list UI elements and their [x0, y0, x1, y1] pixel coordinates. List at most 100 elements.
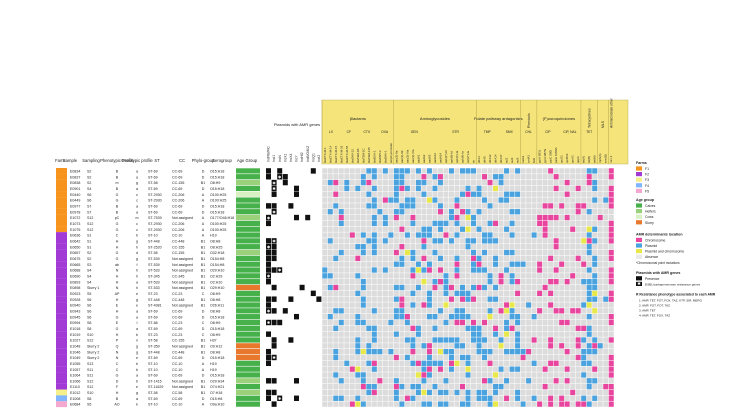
gene-cell [366, 174, 372, 180]
legend-farm-swatch [636, 172, 642, 177]
gene-cell [559, 348, 565, 355]
gene-cell [459, 354, 465, 361]
gene-cell [437, 378, 443, 384]
row-sero: O15:H18 [210, 187, 224, 191]
row-sampling: Slurry 2 [87, 356, 99, 360]
farm-cell [56, 168, 67, 174]
gene-cell [608, 325, 614, 331]
row-st: ST-533 [148, 269, 160, 273]
gene-cell [421, 314, 427, 320]
gene-cell [421, 209, 427, 215]
gene-cell [597, 279, 603, 285]
gene-cell [454, 191, 460, 197]
gene-cell [426, 197, 432, 203]
gene-cell [437, 343, 443, 349]
row-cc: CC-448 [172, 239, 184, 243]
gene-cell [371, 401, 377, 407]
gene-cell [437, 191, 443, 197]
legend-pheno-item: 2: AMP, FOT, FOT, TAZ [639, 303, 670, 307]
gene-cell [531, 284, 537, 291]
plasmid-presence-cell [266, 278, 271, 285]
gene-cell [526, 232, 532, 238]
gene-cell [526, 226, 532, 232]
gene-cell [526, 348, 532, 355]
gene-cell [421, 179, 427, 186]
gene-cell [542, 284, 548, 291]
gene-cell [520, 314, 526, 320]
gene-cell [344, 284, 350, 291]
farm-cell [56, 313, 67, 320]
gene-cell [608, 366, 614, 372]
gene-cell [471, 255, 477, 262]
gene-cell [586, 220, 592, 227]
gene-cell [382, 185, 388, 192]
gene-cell [597, 179, 603, 186]
gene-cell [531, 244, 537, 250]
gene-cell [515, 284, 521, 291]
gene-cell [371, 191, 377, 197]
gene-cell [349, 325, 355, 331]
gene-cell [575, 308, 581, 314]
gene-cell [493, 273, 499, 279]
gene-cell [360, 360, 366, 366]
row-phylo: B1 [201, 304, 205, 308]
gene-cell [377, 197, 383, 203]
gene-cell [471, 389, 477, 396]
gene-cell [432, 284, 438, 291]
row-phylo: A [202, 199, 205, 203]
gene-cell [526, 360, 532, 366]
gene-cell [603, 249, 609, 256]
row-phen: m [116, 181, 119, 185]
gene-cell [476, 214, 482, 221]
gene-cell [377, 302, 383, 308]
row-sero: O9:H12 [210, 344, 222, 348]
gene-cell [443, 378, 449, 384]
gene-cell [338, 220, 344, 227]
gene-cell [498, 249, 504, 256]
gene-cell [415, 331, 421, 337]
gene-cell [426, 354, 432, 361]
row-sampling: S5 [87, 292, 91, 296]
row-sampling: S7 [87, 210, 91, 214]
gene-cell [360, 343, 366, 349]
row-st: ST-10 [148, 403, 158, 407]
gene-cell [448, 337, 454, 343]
gene-cell [459, 179, 465, 186]
gene-cell [498, 179, 504, 186]
gene-cell [404, 191, 410, 197]
gene-cell [349, 267, 355, 273]
gene-cell [597, 401, 603, 407]
gene-cell [553, 395, 559, 401]
gene-cell [393, 366, 399, 372]
gene-cell [437, 244, 443, 250]
phenotypic-profile-header: Phenotypic Profile [100, 158, 134, 163]
row-sample: E1046 [70, 350, 80, 354]
gene-cell [542, 238, 548, 244]
gene-cell [399, 220, 405, 227]
gene-cell [487, 302, 493, 308]
gene-cell [327, 209, 333, 215]
gene-cell [553, 337, 559, 343]
row-phen: N [116, 356, 119, 360]
gene-cell [542, 174, 548, 180]
gene-cell [515, 325, 521, 331]
gene-cell [515, 255, 521, 262]
gene-cell [515, 197, 521, 203]
gene-cell [432, 325, 438, 331]
gene-cell [437, 360, 443, 366]
gene-cell [608, 255, 614, 262]
gene-cell [504, 255, 510, 262]
gene-cell [559, 191, 565, 197]
gene-cell [377, 174, 383, 180]
gene-cell [520, 168, 526, 174]
legend-farm-swatch [636, 183, 642, 188]
gene-cell [487, 325, 493, 331]
gene-cell [360, 383, 366, 390]
gene-cell [553, 284, 559, 291]
gene-cell [559, 308, 565, 314]
row-sample: E1018 [70, 327, 80, 331]
gene-cell [355, 348, 361, 355]
gene-cell [537, 366, 543, 372]
gene-cell [542, 337, 548, 343]
row-st: ST-69 [148, 170, 158, 174]
